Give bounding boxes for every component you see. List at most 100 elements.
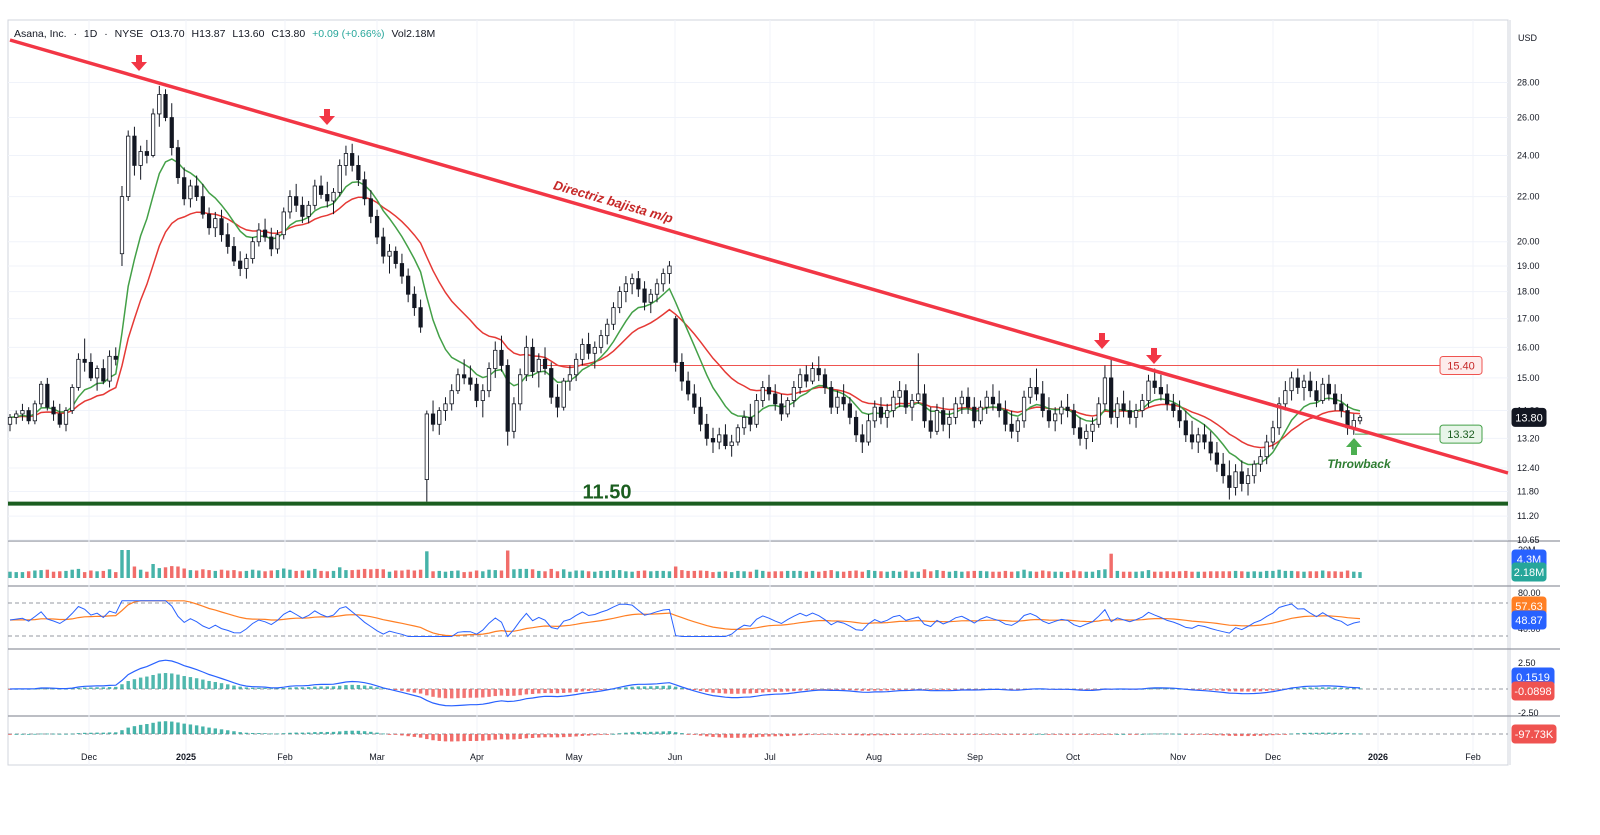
candle[interactable] [244, 253, 249, 279]
candle[interactable] [1158, 374, 1164, 401]
candle[interactable] [1096, 397, 1101, 428]
candle[interactable] [306, 200, 311, 224]
throwback-price-tag[interactable]: 13.32 [1439, 424, 1483, 444]
candle[interactable] [393, 246, 398, 269]
candle[interactable] [1084, 424, 1089, 450]
candle[interactable] [20, 403, 25, 421]
candle[interactable] [1320, 377, 1325, 404]
candle[interactable] [88, 353, 93, 382]
candle[interactable] [300, 196, 305, 224]
candle[interactable] [816, 356, 821, 382]
candle[interactable] [922, 384, 927, 428]
candle[interactable] [1264, 434, 1269, 465]
last-price-tag[interactable]: 13.80 [1511, 407, 1547, 427]
candle[interactable] [829, 381, 834, 414]
resistance-price-tag[interactable]: 15.40 [1439, 355, 1483, 375]
candle[interactable] [188, 179, 193, 208]
candle[interactable] [1127, 400, 1132, 425]
candle[interactable] [1077, 417, 1083, 446]
candle[interactable] [1133, 403, 1139, 428]
candle[interactable] [486, 362, 492, 398]
candle[interactable] [1189, 420, 1195, 450]
macd-line[interactable] [9, 659, 1361, 707]
candle[interactable] [661, 268, 666, 292]
candle[interactable] [387, 244, 392, 274]
candle[interactable] [860, 424, 865, 453]
candle[interactable] [269, 227, 274, 257]
candle[interactable] [1196, 427, 1201, 453]
candle[interactable] [536, 353, 541, 388]
candle[interactable] [741, 410, 747, 435]
moving-average-fast[interactable] [9, 158, 1361, 466]
candle[interactable] [549, 362, 554, 404]
candle[interactable] [1202, 424, 1207, 450]
candle[interactable] [1245, 467, 1251, 496]
candle[interactable] [891, 390, 896, 418]
candle[interactable] [518, 368, 523, 411]
candle[interactable] [1009, 410, 1014, 439]
candle[interactable] [1308, 371, 1313, 398]
candle[interactable] [878, 397, 884, 425]
candle[interactable] [1345, 403, 1350, 435]
candle[interactable] [1102, 365, 1108, 411]
candle[interactable] [934, 403, 940, 435]
down-arrow-icon[interactable] [1094, 333, 1110, 349]
candle[interactable] [406, 268, 411, 303]
candle[interactable] [1059, 400, 1064, 425]
candle[interactable] [567, 365, 573, 391]
candle[interactable] [26, 407, 31, 425]
candle[interactable] [474, 377, 479, 408]
candle[interactable] [82, 338, 87, 372]
candle[interactable] [916, 353, 921, 404]
candle[interactable] [580, 338, 585, 366]
candle[interactable] [611, 302, 616, 330]
candle[interactable] [605, 318, 610, 345]
candle[interactable] [468, 365, 473, 391]
interval-label[interactable]: 1D [83, 28, 98, 40]
candle[interactable] [965, 387, 971, 414]
candle[interactable] [505, 359, 510, 446]
candle[interactable] [499, 335, 504, 372]
candle[interactable] [592, 341, 597, 369]
down-arrow-icon[interactable] [1146, 348, 1162, 364]
candle[interactable] [76, 353, 81, 391]
candle[interactable] [773, 384, 778, 411]
candle[interactable] [7, 413, 13, 432]
candle[interactable] [642, 281, 647, 311]
macd-signal-tag[interactable]: -0.0898 [1511, 681, 1555, 701]
candle[interactable] [1326, 374, 1332, 401]
candle[interactable] [350, 143, 355, 172]
candle[interactable] [63, 407, 69, 432]
candle[interactable] [418, 299, 423, 333]
candle[interactable] [1109, 359, 1114, 425]
rsi-last-tag[interactable]: 48.87 [1511, 610, 1547, 630]
candle[interactable] [1121, 390, 1126, 418]
candle[interactable] [113, 347, 118, 366]
candle[interactable] [462, 359, 467, 385]
candle[interactable] [667, 261, 672, 284]
candle[interactable] [1295, 368, 1300, 394]
candle[interactable] [182, 167, 187, 206]
candle[interactable] [679, 353, 685, 391]
candle[interactable] [1339, 393, 1344, 418]
candle[interactable] [1015, 417, 1020, 443]
candle[interactable] [909, 393, 915, 421]
candle[interactable] [1165, 384, 1170, 411]
candle[interactable] [14, 410, 19, 425]
candle[interactable] [281, 207, 286, 240]
candle[interactable] [1277, 397, 1282, 435]
candle[interactable] [412, 286, 417, 316]
candle[interactable] [1034, 368, 1039, 401]
candle[interactable] [374, 209, 380, 245]
candle[interactable] [256, 223, 261, 247]
candle[interactable] [735, 424, 740, 446]
candle[interactable] [1258, 449, 1263, 472]
candle[interactable] [1333, 384, 1338, 411]
candle[interactable] [480, 384, 485, 418]
candle[interactable] [206, 207, 212, 235]
candle[interactable] [766, 374, 772, 401]
candle[interactable] [107, 350, 112, 388]
candle[interactable] [673, 315, 678, 372]
rsi-line[interactable] [9, 600, 1361, 638]
candle[interactable] [953, 397, 958, 425]
